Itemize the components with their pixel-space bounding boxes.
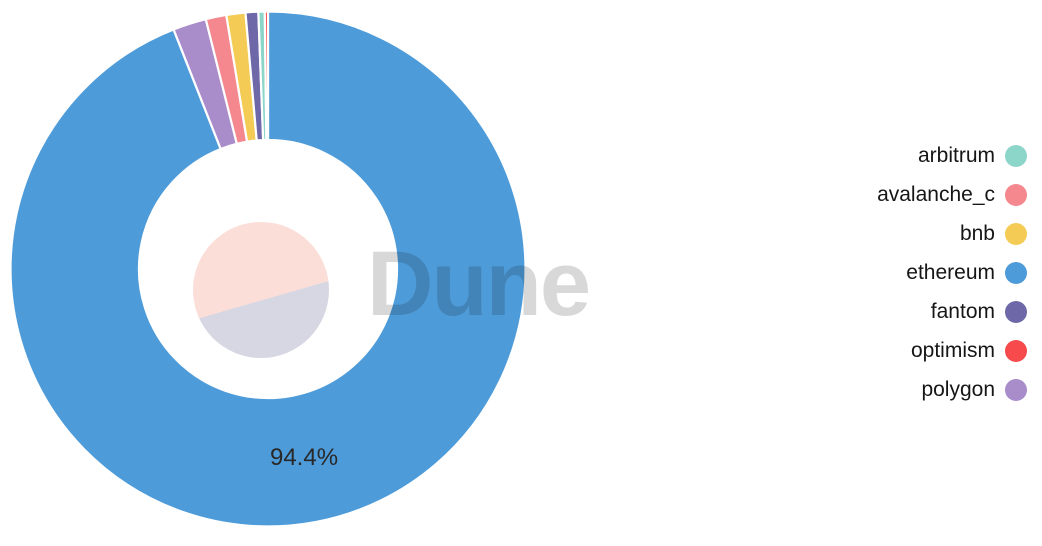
legend-color-dot	[1005, 261, 1027, 284]
legend-label: arbitrum	[917, 143, 995, 167]
legend-item-fantom[interactable]: fantom	[877, 292, 1027, 331]
legend-color-dot	[1005, 183, 1027, 206]
legend-item-optimism[interactable]: optimism	[877, 331, 1027, 370]
legend-color-dot	[1005, 339, 1027, 362]
legend-color-dot	[1005, 378, 1027, 401]
slice-ethereum[interactable]	[9, 10, 527, 528]
legend-label: optimism	[910, 338, 995, 362]
legend-label: avalanche_c	[877, 182, 995, 206]
legend-item-arbitrum[interactable]: arbitrum	[877, 136, 1027, 175]
slice-optimism[interactable]	[263, 10, 270, 142]
legend-color-dot	[1005, 144, 1027, 167]
legend-label: fantom	[930, 299, 995, 323]
legend-item-avalanche_c[interactable]: avalanche_c	[877, 175, 1027, 214]
legend-item-polygon[interactable]: polygon	[877, 370, 1027, 409]
legend-color-dot	[1005, 222, 1027, 245]
legend-item-bnb[interactable]: bnb	[877, 214, 1027, 253]
legend-label: bnb	[959, 221, 995, 245]
slice-percentage-label: 94.4%	[270, 444, 338, 471]
legend-item-ethereum[interactable]: ethereum	[877, 253, 1027, 292]
legend-label: ethereum	[906, 260, 995, 284]
center-watermark-circle	[193, 222, 329, 358]
legend-color-dot	[1005, 300, 1027, 323]
legend-label: polygon	[921, 377, 995, 401]
